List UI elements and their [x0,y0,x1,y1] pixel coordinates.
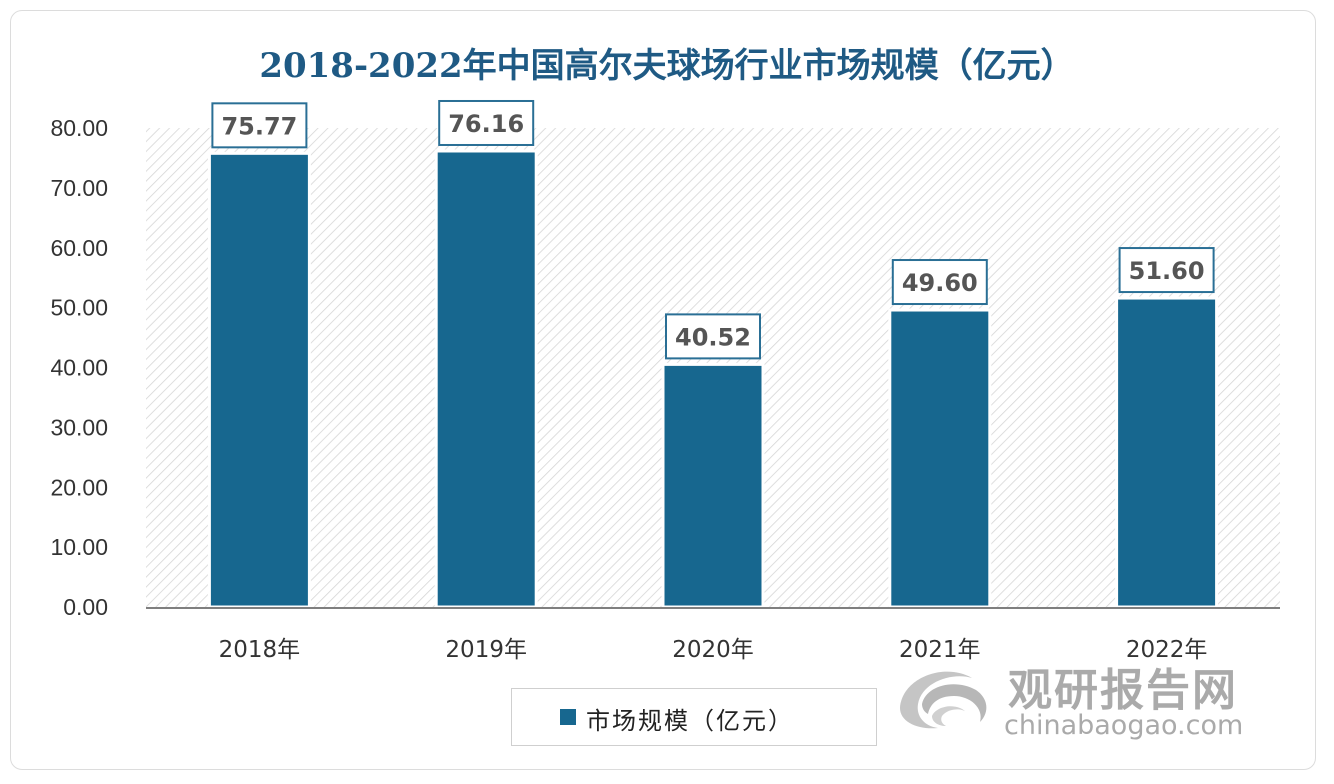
data-label-box [891,259,988,306]
data-label-box [438,99,535,146]
y-tick-label: 0.00 [63,594,108,620]
chart-title: 2018-2022年中国高尔夫球场行业市场规模（亿元） [259,46,1075,86]
data-label: 49.60 [902,269,978,297]
data-label: 40.52 [675,323,751,351]
bar [661,362,765,609]
legend-swatch [560,709,576,725]
data-label-box [665,313,761,360]
legend-label: 市场规模（亿元） [586,707,794,735]
y-tick-label: 20.00 [50,474,108,500]
legend: 市场规模（亿元） [511,688,877,746]
y-tick-label: 50.00 [50,295,108,321]
swirl-logo-icon [900,671,987,729]
y-tick-label: 10.00 [50,534,108,560]
y-tick-label: 70.00 [50,175,108,201]
data-label: 76.16 [448,110,524,138]
y-tick-label: 60.00 [50,235,108,261]
bar [207,151,311,609]
watermark-name: 观研报告网 [1008,665,1238,716]
bars [207,149,1219,609]
data-label: 75.77 [221,112,297,140]
bar [434,149,538,609]
y-tick-label: 80.00 [50,115,108,141]
watermark: 观研报告网 chinabaogao.com [890,650,1290,750]
data-label-box [211,102,308,149]
y-tick-label: 40.00 [50,355,108,381]
data-labels: 75.77 76.16 40.52 49.60 51.60 [211,99,1215,360]
x-tick-label: 2019年 [445,637,527,663]
x-tick-label: 2018年 [219,637,301,663]
y-axis-labels: 0.00 10.00 20.00 30.00 40.00 50.00 60.00 70.00 8… [50,115,108,620]
bar [1115,296,1219,609]
y-tick-label: 30.00 [50,414,108,440]
x-axis-labels: 2018年 2019年 2020年 2021年 2022年 [219,637,1208,663]
data-label-box [1118,247,1215,294]
data-label: 51.60 [1129,257,1205,285]
x-tick-label: 2022年 [1126,637,1208,663]
x-tick-label: 2021年 [899,637,981,663]
x-tick-label: 2020年 [672,637,754,663]
watermark-url: chinabaogao.com [1004,710,1244,741]
bar [888,308,992,609]
